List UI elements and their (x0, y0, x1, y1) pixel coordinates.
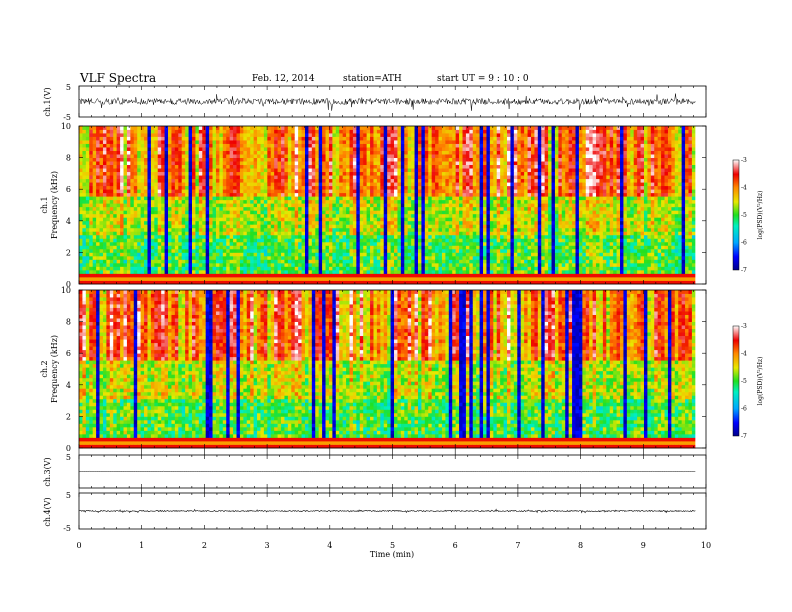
cb1-ticks-label--7: -7 (741, 267, 747, 274)
x-tick-label-0: 0 (76, 541, 81, 550)
x-tick-label-9: 9 (641, 541, 646, 550)
ch1-waveform-panel: ch.1(V) 5 -5 (43, 83, 707, 122)
ch1-colorbar: -3 -4 -5 -6 -7 log(PSD)(V²/Hz) (732, 157, 764, 274)
x-tick-label-2: 2 (202, 541, 207, 550)
ch1-waveform-ytick-top: 5 (66, 83, 71, 92)
x-tick-label-8: 8 (578, 541, 583, 550)
ch1s-yticks-label-2: 2 (66, 248, 71, 257)
ch2s-yticks-label-6: 6 (66, 349, 71, 358)
ch1-colorbar-gradient (732, 159, 740, 271)
x-tick-label-1: 1 (139, 541, 144, 550)
ch1-colorbar-label: log(PSD)(V²/Hz) (757, 191, 764, 240)
ch3-waveform-trace (78, 470, 696, 473)
ch2s-yticks-label-10: 10 (61, 286, 71, 295)
cb2-ticks-label--5: -5 (741, 378, 747, 385)
ch1s-yticks-label-8: 8 (66, 154, 71, 163)
cb2-ticks-label--7: -7 (741, 433, 747, 440)
ch1-spectrogram-ylabel-freq: Frequency (kHz) (50, 171, 59, 239)
ch1s-yticks-label-0: 0 (66, 280, 71, 289)
ch1s-yticks-label-4: 4 (66, 217, 71, 226)
ch1-waveform-trace (78, 93, 696, 111)
ch4-waveform-ytick-top: 5 (66, 491, 71, 500)
ch2s-yticks-label-0: 0 (66, 444, 71, 453)
ch1-waveform-ylabel: ch.1(V) (43, 87, 52, 116)
cb1-ticks-label--4: -4 (741, 185, 747, 192)
ch2-colorbar: -3 -4 -5 -6 -7 log(PSD)(V²/Hz) (732, 323, 764, 440)
ch1s-yticks-label-6: 6 (66, 185, 71, 194)
x-tick-label-5: 5 (390, 541, 395, 550)
ch2-spectrogram-ylabel-ch: ch.2 (40, 360, 49, 377)
x-tick-label-6: 6 (453, 541, 458, 550)
ch4-waveform-ytick-bottom: -5 (63, 524, 71, 533)
ch3-waveform-panel: ch.3(V) 5 (43, 453, 707, 489)
ch4-waveform-panel: ch.4(V) 5 -5 (43, 491, 707, 533)
cb2-ticks-label--3: -3 (741, 323, 747, 330)
ch1-waveform-ytick-bottom: -5 (63, 113, 71, 122)
ch2s-yticks-label-2: 2 (66, 412, 71, 421)
ch3-waveform-ylabel: ch.3(V) (43, 457, 52, 486)
ch3-waveform-ytick-top: 5 (66, 453, 71, 462)
ch2-spectrogram-ylabel-freq: Frequency (kHz) (50, 335, 59, 403)
ch1s-yticks-label-10: 10 (61, 122, 71, 131)
ch2-colorbar-label: log(PSD)(V²/Hz) (757, 357, 764, 406)
cb1-ticks-label--6: -6 (741, 240, 747, 247)
date-label: Feb. 12, 2014 (252, 74, 315, 84)
ch2-colorbar-gradient (732, 325, 740, 437)
chart-title: VLF Spectra (80, 71, 157, 85)
ch2s-yticks-label-4: 4 (66, 381, 71, 390)
ch1-spectrogram-ylabel-ch: ch.1 (40, 196, 49, 213)
station-label: station=ATH (343, 74, 402, 84)
cb2-ticks-label--4: -4 (741, 351, 747, 358)
time-axis-label: Time (min) (370, 550, 414, 559)
x-tick-label-10: 10 (701, 541, 711, 550)
ch4-waveform-trace (78, 508, 696, 514)
start-ut-label: start UT = 9 : 10 : 0 (437, 74, 529, 84)
ch2-spectrogram-image (79, 290, 706, 449)
x-tick-label-4: 4 (327, 541, 332, 550)
x-tick-label-3: 3 (265, 541, 270, 550)
time-axis: 0 1 2 3 4 5 6 7 8 9 10 Time (min) (76, 541, 711, 559)
x-tick-label-7: 7 (515, 541, 520, 550)
cb1-ticks-label--5: -5 (741, 212, 747, 219)
cb1-ticks-label--3: -3 (741, 157, 747, 164)
ch2-spectrogram-panel: ch.2 Frequency (kHz) 0 2 4 6 8 10 (40, 286, 707, 453)
ch2s-yticks-label-8: 8 (66, 318, 71, 327)
ch1-spectrogram-image (79, 126, 706, 285)
cb2-ticks-label--6: -6 (741, 406, 747, 413)
ch1-spectrogram-panel: ch.1 Frequency (kHz) 0 2 4 6 8 10 (40, 122, 707, 289)
ch4-waveform-ylabel: ch.4(V) (43, 497, 52, 526)
